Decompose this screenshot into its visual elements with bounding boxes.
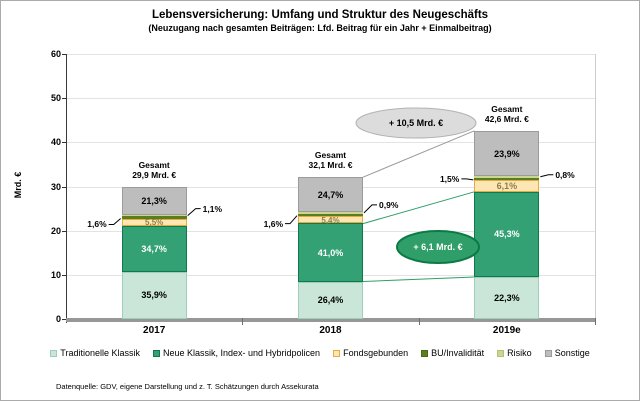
y-tick-label: 60: [50, 49, 61, 59]
bar-segment-2018-0: [298, 281, 363, 319]
bar-segment-2017-1: [121, 225, 187, 272]
y-tick-label: 20: [50, 225, 61, 236]
legend-label: Risiko: [507, 348, 532, 358]
legend-swatch-icon: [152, 349, 160, 357]
y-axis-tick: [62, 274, 66, 276]
y-axis-line: [66, 54, 67, 323]
chart-title: Lebensversicherung: Umfang und Struktur …: [151, 9, 489, 21]
legend-label: Traditionelle Klassik: [60, 348, 140, 358]
legend-item: BU/Invalidität: [421, 348, 484, 358]
leader-line: [461, 178, 474, 181]
annotation-oval-text: + 10,5 Mrd. €: [389, 118, 443, 128]
legend-swatch-icon: [497, 349, 505, 357]
legend-swatch-icon: [50, 349, 58, 357]
y-axis-title: Mrd. €: [13, 171, 23, 199]
y-axis-tick: [62, 54, 66, 55]
y-tick-label: 0: [55, 314, 61, 324]
annotation-oval: [396, 230, 480, 264]
bar-segment-2019e-5: [474, 131, 540, 176]
total-value: 29,9 Mrd. €: [132, 169, 177, 180]
y-tick-label: 40: [50, 137, 61, 148]
leader-line: [187, 208, 201, 217]
x-axis-label: 2018: [319, 325, 342, 336]
chart-subtitle: (Neuzugang nach gesamten Beiträgen: Lfd.…: [148, 23, 492, 33]
legend-label: Sonstige: [554, 348, 590, 358]
legend-item: Risiko: [497, 348, 532, 358]
source-note: Datenquelle: GDV, eigene Darstellung und…: [56, 382, 319, 391]
leader-label-left: 1,6%: [263, 218, 283, 229]
total-value: 42,6 Mrd. €: [484, 113, 529, 124]
bar-segment-2017-5: [121, 186, 187, 215]
bar-segment-2019e-1: [474, 191, 540, 278]
total-caption: Gesamt: [138, 159, 170, 170]
bar-segment-2019e-4: [474, 176, 540, 178]
connector-line: [362, 130, 475, 178]
total-caption: Gesamt: [491, 103, 523, 114]
legend-item: Traditionelle Klassik: [50, 348, 140, 358]
bar-segment-2019e-2: [474, 180, 540, 192]
legend-swatch-icon: [333, 349, 341, 357]
bar-segment-2018-2: [298, 215, 363, 224]
leader-label-right: 1,1%: [202, 203, 223, 214]
total-label: Gesamt 32,1 Mrd. €: [286, 150, 376, 170]
legend-item: Neue Klassik, Index- und Hybridpolicen: [152, 348, 321, 358]
leader-label-right: 0,9%: [379, 199, 399, 210]
leader-line: [285, 215, 298, 225]
leader-line: [108, 218, 121, 225]
total-value: 32,1 Mrd. €: [308, 160, 353, 171]
x-axis-tick: [242, 318, 244, 325]
gridline: [67, 98, 595, 100]
bar-segment-2017-3: [121, 216, 187, 219]
y-axis-tick: [62, 319, 66, 320]
gridline: [67, 54, 595, 55]
y-axis-tick: [62, 230, 66, 232]
y-tick-label: 30: [50, 181, 61, 192]
leader-label-left: 1,6%: [87, 219, 107, 230]
bar-segment-2019e-3: [474, 177, 540, 181]
bar-segment-2019e-0: [474, 277, 540, 319]
legend-swatch-icon: [544, 349, 552, 357]
bar-segment-2018-1: [298, 223, 363, 282]
y-tick-label: 50: [50, 93, 61, 104]
annotation-oval-text: + 6,1 Mrd. €: [413, 242, 462, 252]
legend-label: BU/Invalidität: [431, 348, 485, 358]
plot-right-border: [595, 54, 596, 319]
bar-segment-2017-2: [121, 218, 187, 226]
x-axis-label: 2017: [143, 325, 166, 336]
legend-item: Sonstige: [544, 348, 590, 358]
bar-segment-2017-4: [121, 214, 187, 217]
legend-label: Neue Klassik, Index- und Hybridpolicen: [162, 348, 321, 358]
total-label: Gesamt 42,6 Mrd. €: [462, 104, 552, 124]
bar-segment-2017-0: [121, 271, 187, 319]
annotation-oval: [355, 107, 477, 139]
x-axis-tick: [595, 318, 596, 325]
legend-swatch-icon: [421, 349, 429, 357]
bar-segment-2018-5: [298, 177, 363, 213]
bar-segment-2018-4: [298, 212, 363, 214]
legend-label: Fondsgebunden: [343, 348, 409, 358]
gridline: [67, 142, 595, 144]
connector-line: [362, 276, 475, 282]
y-axis-tick: [62, 142, 66, 144]
chart-legend: Traditionelle Klassik Neue Klassik, Index…: [1, 348, 639, 358]
y-axis-tick: [62, 186, 66, 188]
leader-line: [540, 174, 554, 178]
x-axis-label: 2019e: [492, 325, 521, 336]
leader-label-right: 0,8%: [555, 169, 575, 180]
total-label: Gesamt 29,9 Mrd. €: [109, 160, 199, 180]
y-tick-label: 10: [50, 269, 61, 280]
legend-item: Fondsgebunden: [333, 348, 408, 358]
total-caption: Gesamt: [314, 150, 347, 161]
leader-line: [363, 204, 377, 214]
x-axis-tick: [418, 318, 420, 325]
y-axis-tick: [62, 98, 66, 100]
leader-label-left: 1,5%: [439, 173, 460, 184]
bar-segment-2018-3: [298, 213, 363, 216]
x-axis-line: [66, 318, 595, 322]
